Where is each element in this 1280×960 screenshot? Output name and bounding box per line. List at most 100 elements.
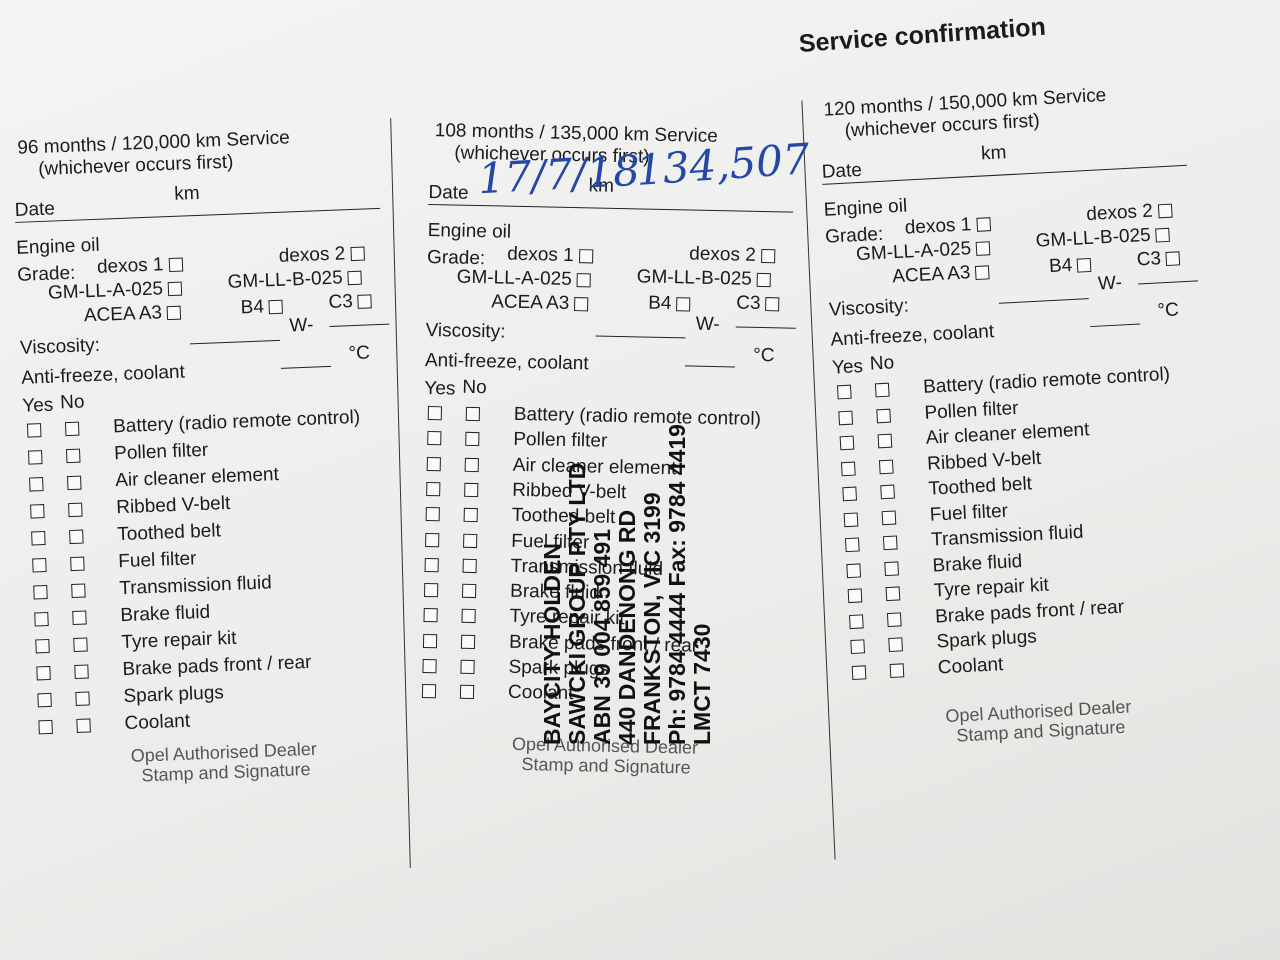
checkbox-yes [424,557,439,573]
stamp-line: BAYCITY HOLDEN [539,543,565,745]
checkbox-no [461,609,476,624]
w-label: W- [289,314,314,337]
check-item: Brake fluid [120,601,211,627]
checkbox-yes [426,456,441,471]
checkbox-no [463,507,478,523]
grade-option: ACEA A3 [891,262,971,288]
check-item: Fuel filter [929,500,1009,526]
checkbox-yes [851,664,867,680]
checkbox-no [68,502,83,518]
checkbox-yes [35,638,50,654]
check-item: Coolant [937,653,1004,678]
checkbox [676,297,691,312]
check-item: Air cleaner element [114,464,280,492]
service-column: 120 months / 150,000 km Service (whicheve… [818,80,1245,819]
checkbox [168,257,184,273]
engine-oil: Engine oil [427,219,512,243]
check-item: Fuel filter [117,548,197,573]
checkbox [350,246,365,262]
stamp-line: FRANKSTON, VIC 3199 [639,492,665,745]
blank [684,365,735,368]
blank [329,323,390,327]
viscosity-label: Viscosity: [828,295,910,321]
checkbox [1076,257,1092,273]
checkbox-no [877,433,893,449]
check-item: Ribbed V-belt [926,447,1042,475]
checkbox-yes [847,588,863,604]
check-item: Air cleaner element [925,419,1090,449]
blank [595,335,686,339]
checkbox-yes [34,611,49,627]
check-item: Transmission fluid [930,521,1084,551]
w-label: W- [1097,272,1123,295]
grade-option: dexos 1 [506,243,574,267]
checkbox-yes [26,423,42,438]
rule [15,207,380,223]
blank [281,365,332,369]
service-column: 96 months / 120,000 km Service (whichever… [12,123,429,857]
checkbox-no [65,448,81,464]
checkbox-no [67,475,82,491]
grade-option: GM-LL-A-025 [47,278,164,304]
check-item: Spark plugs [935,626,1038,653]
checkbox [574,297,589,312]
check-item: Toothed belt [116,520,222,546]
grade-option: B4 [1048,254,1073,278]
stamp-line: LMCT 7430 [689,623,715,745]
checkbox-no [878,459,894,474]
check-item: Pollen filter [113,439,209,465]
checkbox-no [75,691,90,706]
checkbox-yes [836,384,852,400]
grade-option: C3 [1136,248,1162,271]
w-label: W- [695,313,720,336]
no-label: No [869,352,895,375]
check-item: Pollen filter [923,397,1019,424]
checkbox-yes [32,557,47,573]
checkbox-no [462,558,477,573]
checkbox [166,305,182,321]
checkbox-no [460,659,475,675]
checkbox-no [464,457,479,472]
grade-option: GM-LL-B-025 [1035,224,1152,252]
checkbox [579,249,594,264]
blank [998,298,1089,304]
checkbox-no [64,421,80,437]
checkbox-yes [37,692,52,708]
checkbox-yes [850,639,866,655]
grade-option: B4 [647,292,672,315]
blank [1090,323,1141,328]
checkbox-yes [36,665,51,681]
checkbox-no [876,408,891,423]
no-label: No [462,376,487,399]
checkbox [765,297,780,312]
grade-option: dexos 1 [904,214,972,239]
checkbox-yes [838,410,854,425]
checkbox-no [74,664,89,679]
checkbox-no [73,637,88,653]
celsius-label: °C [752,344,775,367]
dealer-label: Stamp and Signature [521,754,691,778]
antifreeze-label: Anti-freeze, coolant [830,321,995,351]
checkbox-no [886,611,902,627]
checkbox-yes [844,537,860,553]
checkbox [756,272,771,288]
viscosity-label: Viscosity: [425,319,506,343]
grade-option: GM-LL-A-025 [456,266,573,291]
checkbox-yes [31,531,46,546]
checkbox [1165,251,1181,267]
checkbox-no [885,586,901,602]
checkbox-yes [422,633,438,648]
checkbox [347,270,362,286]
checkbox-no [881,510,897,525]
checkbox [268,299,283,315]
check-item: Battery (radio remote control) [922,363,1171,398]
checkbox-yes [28,450,43,465]
check-item: Battery (radio remote control) [112,406,361,438]
grade-option: C3 [328,291,354,313]
checkbox-yes [842,486,858,502]
checkbox [976,217,992,232]
checkbox-yes [422,658,437,674]
handwritten-date: 17/7/18 [476,145,642,204]
checkbox-no [72,610,87,626]
